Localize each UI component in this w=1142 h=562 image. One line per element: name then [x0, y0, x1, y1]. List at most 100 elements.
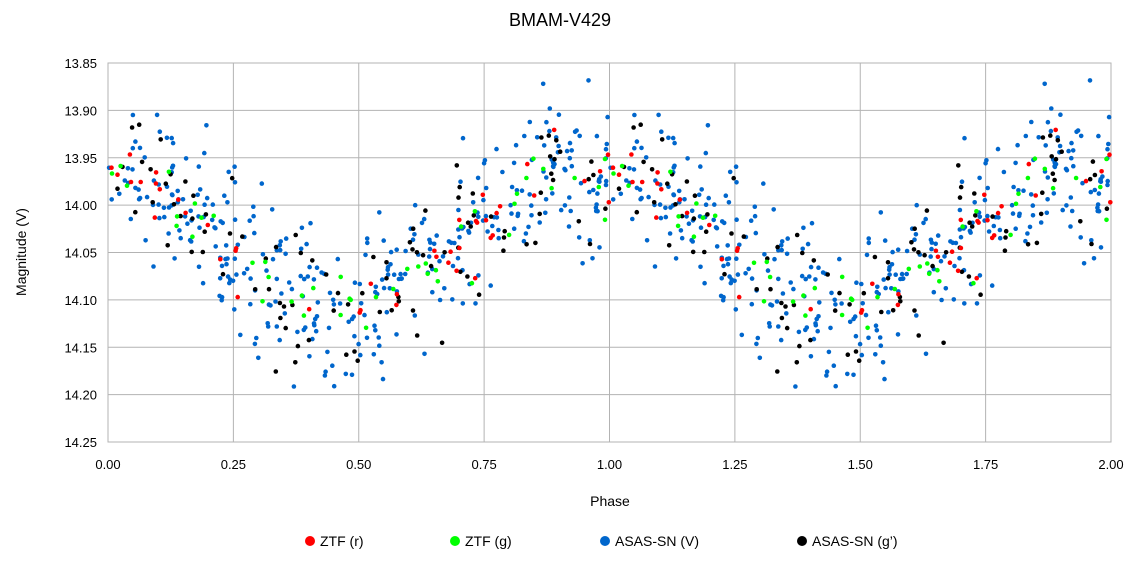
point-asas-sn-g — [665, 181, 670, 186]
point-asas-sn-g — [310, 258, 315, 263]
point-asas-sn-v — [277, 243, 283, 248]
point-asas-sn-g — [969, 224, 975, 229]
point-asas-sn-v — [279, 291, 284, 296]
point-asas-sn-v — [377, 343, 382, 349]
point-asas-sn-v — [921, 220, 926, 226]
point-asas-sn-v — [953, 240, 959, 246]
point-asas-sn-v — [1057, 143, 1063, 149]
point-asas-sn-v — [1045, 119, 1051, 125]
point-asas-sn-v — [723, 193, 729, 198]
point-asas-sn-v — [422, 351, 427, 357]
point-asas-sn-v — [437, 258, 442, 264]
point-asas-sn-v — [304, 241, 309, 247]
point-asas-sn-v — [247, 218, 252, 223]
point-asas-sn-v — [349, 372, 355, 378]
point-asas-sn-v — [235, 242, 241, 248]
point-ztf-g — [263, 259, 268, 265]
point-ztf-g — [761, 299, 767, 304]
point-asas-sn-v — [702, 280, 707, 286]
point-asas-sn-g — [909, 240, 914, 245]
point-ztf-g — [839, 274, 845, 280]
point-ztf-r — [494, 210, 499, 216]
legend-marker — [450, 536, 460, 546]
legend-label: ZTF (g) — [465, 533, 512, 549]
point-asas-sn-v — [746, 266, 751, 272]
point-ztf-g — [338, 312, 343, 318]
point-asas-sn-v — [185, 221, 190, 226]
point-ztf-g — [1098, 184, 1103, 190]
point-asas-sn-g — [384, 276, 389, 281]
point-asas-sn-g — [845, 352, 851, 358]
point-asas-sn-v — [544, 119, 549, 125]
point-asas-sn-v — [878, 343, 884, 349]
point-asas-sn-v — [137, 145, 143, 151]
data-points — [106, 78, 1113, 389]
point-asas-sn-v — [882, 238, 888, 243]
point-asas-sn-v — [372, 323, 377, 329]
point-asas-sn-v — [274, 276, 280, 282]
point-asas-sn-v — [363, 252, 368, 258]
point-asas-sn-g — [133, 209, 138, 215]
point-asas-sn-v — [889, 286, 894, 291]
point-ztf-g — [971, 280, 976, 286]
point-asas-sn-v — [779, 239, 785, 244]
point-asas-sn-v — [847, 319, 853, 325]
point-ztf-g — [602, 217, 608, 223]
point-asas-sn-g — [779, 315, 785, 321]
point-asas-sn-v — [845, 371, 850, 377]
point-asas-sn-v — [130, 167, 135, 172]
point-asas-sn-v — [652, 264, 658, 269]
point-ztf-r — [205, 222, 211, 228]
y-tick-label: 13.95 — [64, 151, 97, 166]
y-tick-label: 14.15 — [64, 340, 97, 355]
point-asas-sn-v — [547, 106, 553, 111]
point-asas-sn-v — [883, 285, 888, 291]
point-asas-sn-v — [232, 180, 238, 185]
point-asas-sn-g — [649, 167, 655, 172]
point-asas-sn-v — [726, 200, 732, 205]
point-asas-sn-g — [1104, 206, 1110, 211]
point-asas-sn-v — [170, 163, 176, 169]
point-asas-sn-v — [543, 210, 548, 216]
point-asas-sn-v — [388, 249, 394, 255]
point-asas-sn-v — [1105, 178, 1110, 184]
point-asas-sn-v — [676, 188, 682, 194]
point-asas-sn-g — [533, 240, 538, 246]
point-asas-sn-g — [471, 213, 477, 218]
point-asas-sn-v — [298, 246, 304, 252]
point-asas-sn-v — [706, 195, 711, 201]
point-asas-sn-g — [407, 240, 413, 245]
point-asas-sn-g — [731, 175, 736, 181]
point-asas-sn-v — [882, 376, 887, 382]
point-asas-sn-v — [1078, 133, 1084, 139]
point-asas-sn-g — [1052, 177, 1057, 183]
point-asas-sn-v — [312, 316, 318, 322]
point-asas-sn-g — [465, 274, 470, 279]
point-asas-sn-v — [754, 341, 759, 347]
point-asas-sn-v — [310, 336, 315, 342]
point-asas-sn-v — [580, 261, 585, 266]
point-asas-sn-v — [521, 238, 527, 244]
point-asas-sn-v — [496, 227, 501, 233]
point-asas-sn-g — [335, 290, 341, 296]
point-asas-sn-v — [412, 202, 418, 208]
point-asas-sn-v — [1106, 114, 1112, 120]
point-asas-sn-v — [330, 297, 336, 303]
point-asas-sn-g — [898, 299, 903, 304]
point-ztf-r — [895, 302, 901, 308]
point-asas-sn-v — [200, 280, 206, 286]
point-asas-sn-g — [1040, 190, 1045, 195]
point-asas-sn-v — [698, 164, 703, 169]
point-asas-sn-v — [182, 214, 188, 219]
point-asas-sn-v — [196, 264, 202, 270]
point-asas-sn-v — [727, 274, 732, 279]
point-ztf-r — [472, 275, 478, 281]
point-asas-sn-g — [240, 234, 245, 239]
point-asas-sn-v — [643, 155, 649, 160]
point-ztf-g — [925, 261, 930, 266]
point-asas-sn-v — [529, 213, 534, 218]
point-asas-sn-v — [364, 236, 370, 241]
point-asas-sn-v — [197, 187, 203, 192]
point-asas-sn-v — [895, 332, 901, 337]
point-asas-sn-g — [278, 315, 283, 321]
